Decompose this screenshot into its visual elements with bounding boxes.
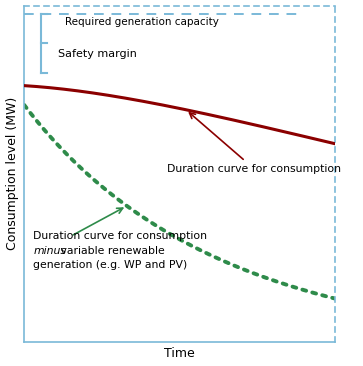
Y-axis label: Consumption level (MW): Consumption level (MW) bbox=[5, 97, 19, 250]
Text: Safety margin: Safety margin bbox=[58, 49, 137, 59]
Text: Duration curve for consumption: Duration curve for consumption bbox=[33, 231, 207, 241]
Text: minus: minus bbox=[33, 246, 66, 255]
Text: Required generation capacity: Required generation capacity bbox=[65, 17, 219, 27]
Text: Duration curve for consumption: Duration curve for consumption bbox=[167, 113, 341, 174]
Text: generation (e.g. WP and PV): generation (e.g. WP and PV) bbox=[33, 260, 188, 270]
Text: variable renewable: variable renewable bbox=[57, 246, 164, 255]
X-axis label: Time: Time bbox=[164, 347, 195, 361]
